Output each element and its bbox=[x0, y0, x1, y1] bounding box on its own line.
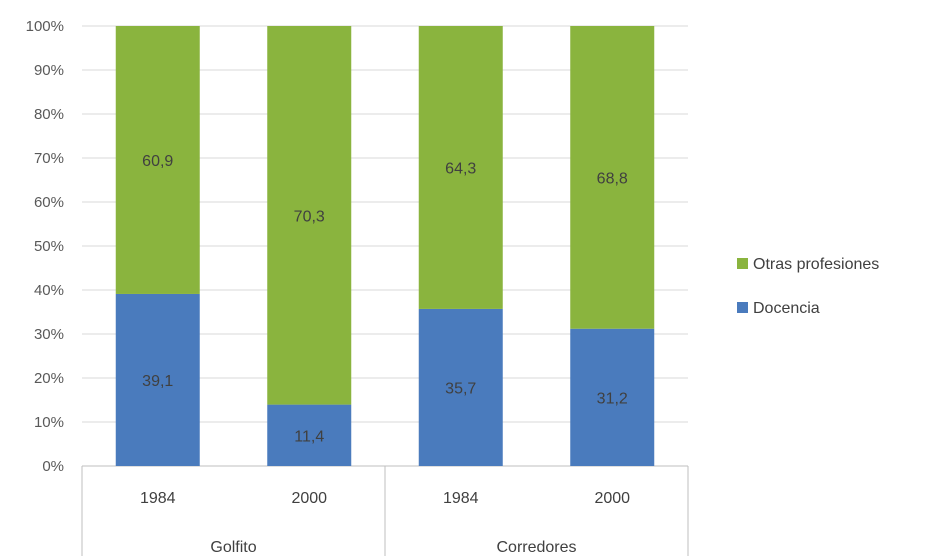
legend: Otras profesiones Docencia bbox=[737, 256, 879, 317]
y-tick-label: 70% bbox=[34, 150, 64, 167]
x-tick-label: 2000 bbox=[291, 490, 327, 507]
y-tick-label: 10% bbox=[34, 414, 64, 431]
x-tick-label: 1984 bbox=[140, 490, 176, 507]
y-tick-label: 20% bbox=[34, 370, 64, 387]
bar-segment-otras-profesiones bbox=[115, 26, 200, 294]
x-tick-label: 1984 bbox=[443, 490, 479, 507]
x-tick-label: 2000 bbox=[594, 490, 630, 507]
axes: 0% 10% 20% 30% 40% 50% 60% 70% 80% 90% 100% Golfito… bbox=[26, 18, 689, 556]
data-label: 39,1 bbox=[142, 373, 173, 390]
data-label: 31,2 bbox=[597, 390, 628, 407]
legend-swatch bbox=[737, 302, 748, 313]
data-labels: 39,1 60,9 11,4 70,3 35,7 64,3 31,2 68,8 bbox=[142, 153, 628, 445]
legend-label: Docencia bbox=[753, 300, 820, 317]
bars bbox=[115, 26, 655, 466]
y-tick-label: 90% bbox=[34, 62, 64, 79]
data-label: 68,8 bbox=[597, 170, 628, 187]
data-label: 11,4 bbox=[294, 428, 324, 445]
y-tick-label: 60% bbox=[34, 194, 64, 211]
data-label: 70,3 bbox=[294, 208, 325, 225]
bar-segment-otras-profesiones bbox=[570, 26, 655, 329]
y-tick-label: 80% bbox=[34, 106, 64, 123]
data-label: 64,3 bbox=[445, 160, 476, 177]
group-label: Golfito bbox=[210, 539, 256, 556]
data-label: 60,9 bbox=[142, 153, 173, 170]
y-tick-label: 100% bbox=[26, 18, 64, 35]
legend-label: Otras profesiones bbox=[753, 256, 879, 273]
bar-segment-otras-profesiones bbox=[267, 26, 352, 405]
bar-segment-docencia bbox=[570, 328, 655, 466]
y-tick-label: 0% bbox=[42, 458, 64, 475]
y-tick-label: 50% bbox=[34, 238, 64, 255]
y-tick-label: 40% bbox=[34, 282, 64, 299]
group-label: Corredores bbox=[496, 539, 576, 556]
y-tick-label: 30% bbox=[34, 326, 64, 343]
data-label: 35,7 bbox=[445, 380, 476, 397]
bar-segment-docencia bbox=[267, 404, 352, 466]
bar-segment-docencia bbox=[418, 308, 503, 466]
legend-swatch bbox=[737, 258, 748, 269]
bar-segment-otras-profesiones bbox=[418, 26, 503, 309]
bar-segment-docencia bbox=[115, 293, 200, 466]
